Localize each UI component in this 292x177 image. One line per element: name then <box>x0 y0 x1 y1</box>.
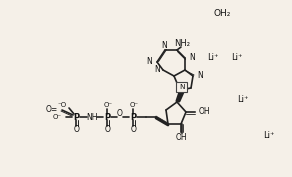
Text: O: O <box>74 125 80 135</box>
Text: P: P <box>73 113 79 121</box>
Text: O⁻: O⁻ <box>103 102 112 108</box>
Text: P: P <box>104 113 110 121</box>
Text: O⁻: O⁻ <box>129 102 139 108</box>
Text: Li⁺: Li⁺ <box>231 53 243 61</box>
Text: N: N <box>154 65 160 75</box>
Text: O: O <box>105 125 111 135</box>
Text: NH₂: NH₂ <box>174 39 190 47</box>
FancyBboxPatch shape <box>176 82 187 92</box>
Text: N: N <box>197 72 203 81</box>
Text: ⁻O: ⁻O <box>58 102 67 108</box>
Text: O: O <box>131 125 137 135</box>
Text: N: N <box>189 53 195 62</box>
Text: O⁻: O⁻ <box>53 114 62 120</box>
Text: O: O <box>117 109 123 118</box>
Text: O=: O= <box>46 104 58 113</box>
Text: OH₂: OH₂ <box>213 10 231 19</box>
Text: OH: OH <box>199 107 211 116</box>
Text: Li⁺: Li⁺ <box>237 96 249 104</box>
Text: N: N <box>146 58 152 67</box>
Text: N: N <box>161 41 167 50</box>
Text: OH: OH <box>175 133 187 141</box>
Text: Li⁺: Li⁺ <box>263 130 275 139</box>
Text: Li⁺: Li⁺ <box>207 53 219 61</box>
Text: P: P <box>130 113 136 121</box>
Text: N: N <box>179 84 184 90</box>
Text: NH: NH <box>86 113 98 121</box>
